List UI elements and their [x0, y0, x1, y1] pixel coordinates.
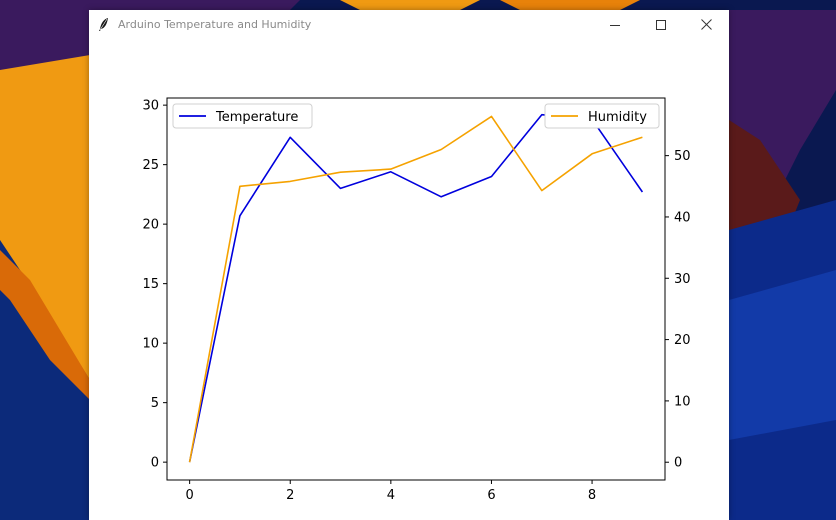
feather-icon [99, 18, 108, 31]
humidity-legend: Humidity [544, 103, 660, 129]
close-icon [700, 19, 712, 30]
close-button[interactable] [683, 10, 729, 39]
y-right-tick-label: 40 [674, 210, 691, 225]
legend-box [172, 103, 313, 129]
legend-box [544, 103, 660, 129]
temperature-legend: Temperature [172, 103, 313, 129]
y-right-tick-label: 0 [674, 456, 682, 471]
line-chart: 0 5 10 15 20 25 30 0 10 20 30 40 50 0 2 4 6 8 Temperatu… [142, 97, 691, 503]
y-left-tick-label: 5 [151, 396, 159, 411]
x-tick-label: 2 [286, 488, 294, 503]
minimize-button[interactable] [592, 10, 638, 39]
y-left-tick-label: 30 [142, 99, 159, 114]
y-left-tick-label: 25 [142, 158, 159, 173]
window-title: Arduino Temperature and Humidity [118, 18, 312, 31]
y-right-tick-label: 30 [674, 272, 691, 287]
humidity-line [188, 115, 643, 463]
x-tick-label: 6 [487, 488, 495, 503]
y-left-tick-label: 20 [142, 218, 159, 233]
y-right-tick-label: 10 [674, 394, 691, 409]
y-right-tick-label: 50 [674, 149, 691, 164]
plot-canvas: 0 5 10 15 20 25 30 0 10 20 30 40 50 0 2 4 6 8 Temperatu… [89, 39, 729, 520]
y-left-tick-label: 0 [151, 456, 159, 471]
legend-label: Temperature [215, 110, 298, 125]
x-tick-label: 8 [588, 488, 596, 503]
maximize-icon [656, 19, 666, 30]
x-tick-label: 4 [387, 488, 395, 503]
y-left-tick-label: 15 [142, 277, 159, 292]
y-left-tick-label: 10 [142, 337, 159, 352]
maximize-button[interactable] [638, 10, 684, 39]
y-right-tick-label: 20 [674, 333, 691, 348]
plot-frame [166, 97, 666, 481]
app-window: Arduino Temperature and Humidity 0 5 10 15 2… [89, 10, 729, 520]
x-tick-label: 0 [185, 488, 193, 503]
legend-label: Humidity [588, 110, 647, 125]
minimize-icon [610, 24, 620, 26]
title-bar[interactable]: Arduino Temperature and Humidity [89, 10, 729, 39]
